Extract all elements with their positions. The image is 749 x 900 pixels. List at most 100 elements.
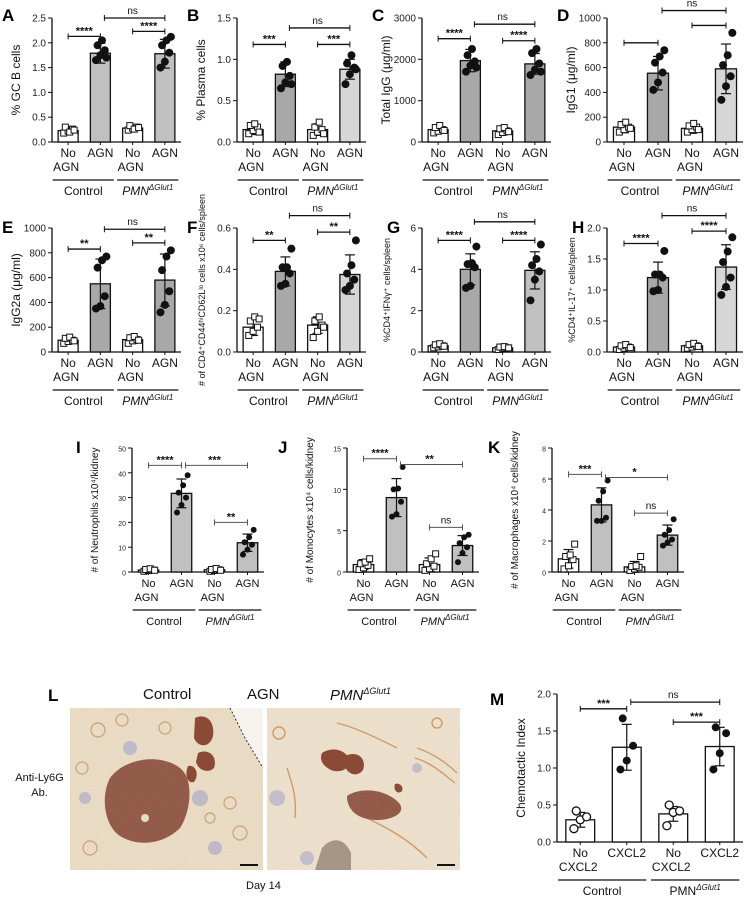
data-point — [285, 269, 294, 278]
group-label: PMNΔGlut1 — [492, 183, 543, 198]
y-axis-label: # of Macrophages x10⁴ cells/kidney — [510, 431, 521, 589]
pmn-superscript: ΔGlut1 — [363, 686, 391, 696]
data-point — [100, 292, 109, 301]
data-point — [719, 61, 728, 70]
data-point — [70, 126, 78, 134]
x-tick-label: No — [573, 846, 589, 860]
x-tick-label: AGN — [303, 160, 329, 174]
group-label: Control — [621, 184, 660, 198]
data-point — [505, 344, 513, 352]
data-point — [239, 551, 246, 558]
panel-label-c: C — [372, 6, 385, 25]
data-point — [100, 46, 109, 55]
data-point — [320, 130, 328, 138]
chart-panel-m: Chemotactic Index 0.0 0.5 1.0 1.5 2.0 *** *** ns… — [505, 676, 749, 900]
data-point — [526, 71, 535, 80]
y-tick-label: 200 — [584, 113, 601, 124]
y-tick-label: 1000 — [24, 224, 47, 235]
chart-panel-j: # of Monocytes x10⁴ cells/kidney 0 5 10 15 **… — [295, 430, 485, 650]
significance-label: ** — [227, 511, 236, 523]
data-point — [618, 714, 627, 723]
significance-label: **** — [510, 229, 528, 241]
data-point — [670, 516, 677, 523]
significance-label: *** — [690, 711, 704, 723]
x-tick-label: AGN — [609, 370, 635, 384]
data-point — [345, 70, 354, 79]
x-tick-label: AGN — [87, 146, 113, 160]
data-point — [717, 290, 726, 299]
data-point — [281, 279, 290, 288]
x-tick-label: AGN — [555, 592, 579, 604]
scale-bar — [437, 864, 455, 866]
group-label: PMNΔGlut1 — [421, 613, 470, 628]
data-point — [184, 472, 191, 479]
data-point — [440, 342, 448, 350]
significance-label: **** — [510, 30, 528, 42]
micrograph-caption: Day 14 — [246, 880, 281, 892]
x-tick-label: No — [561, 578, 575, 590]
x-tick-label: AGN — [416, 592, 440, 604]
significance-label: *** — [597, 698, 611, 710]
data-point — [343, 59, 352, 68]
data-point — [500, 124, 508, 132]
micrograph-pmn-glut1-agn — [267, 708, 460, 870]
x-tick-label: AGN — [488, 160, 514, 174]
data-point — [600, 488, 607, 495]
x-tick-label: AGN — [713, 356, 739, 370]
data-point — [70, 337, 78, 345]
y-tick-label: 3000 — [394, 14, 417, 25]
data-point — [276, 84, 285, 93]
x-tick-label: AGN — [238, 160, 264, 174]
x-tick-label: No — [430, 146, 446, 160]
data-point — [722, 729, 731, 738]
panel-label-f: F — [187, 218, 198, 237]
x-tick-label: No — [207, 578, 221, 590]
significance-label: **** — [632, 233, 650, 245]
data-point — [246, 534, 253, 541]
chart-panel-g: %CD4⁺IFNγ⁺ cells/spleen 0 2 4 6 **** **** ns No A… — [370, 210, 557, 410]
significance-label: ** — [80, 238, 89, 250]
data-point — [626, 344, 634, 352]
y-tick-label: 2.5 — [32, 14, 46, 25]
x-tick-label: AGN — [457, 146, 483, 160]
data-point — [622, 118, 630, 126]
y-tick-label: 40 — [118, 471, 126, 478]
group-label: PMNΔGlut1 — [122, 393, 173, 408]
data-point — [536, 240, 545, 249]
y-tick-label: 1.5 — [537, 727, 551, 738]
data-point — [395, 485, 402, 492]
data-point — [287, 80, 296, 89]
significance-label: ** — [265, 229, 274, 241]
y-tick-label: 1.0 — [217, 55, 231, 66]
data-point — [285, 71, 294, 80]
significance-label: ns — [497, 210, 508, 221]
data-point — [669, 536, 676, 543]
data-point — [722, 82, 730, 91]
pmn-text: PMN — [330, 687, 364, 704]
data-point — [399, 464, 406, 471]
y-tick-label: 0.0 — [217, 138, 231, 149]
y-tick-label: 1.0 — [537, 764, 551, 775]
data-point — [158, 266, 167, 275]
chart-panel-f: # of CD4⁺CD44ʰⁱCD62Lˡᵒ cells x10⁶ cells/… — [185, 194, 372, 410]
x-tick-label: AGN — [677, 160, 703, 174]
significance-label: * — [632, 466, 637, 478]
data-point — [432, 550, 440, 558]
significance-label: **** — [371, 448, 389, 460]
data-point — [183, 494, 190, 501]
group-label: PMNΔGlut1 — [626, 613, 675, 628]
data-point — [658, 68, 667, 77]
x-tick-label: No — [684, 146, 700, 160]
data-point — [472, 242, 481, 251]
significance-label: ns — [441, 515, 452, 526]
data-point — [694, 342, 702, 350]
data-point — [604, 477, 611, 484]
y-tick-label: 800 — [584, 38, 601, 49]
data-point — [470, 57, 479, 66]
data-point — [96, 302, 105, 311]
y-tick-label: 4 — [410, 265, 416, 276]
data-point — [622, 756, 631, 765]
data-point — [598, 517, 605, 524]
x-tick-label: AGN — [451, 578, 475, 590]
data-point — [566, 551, 574, 559]
